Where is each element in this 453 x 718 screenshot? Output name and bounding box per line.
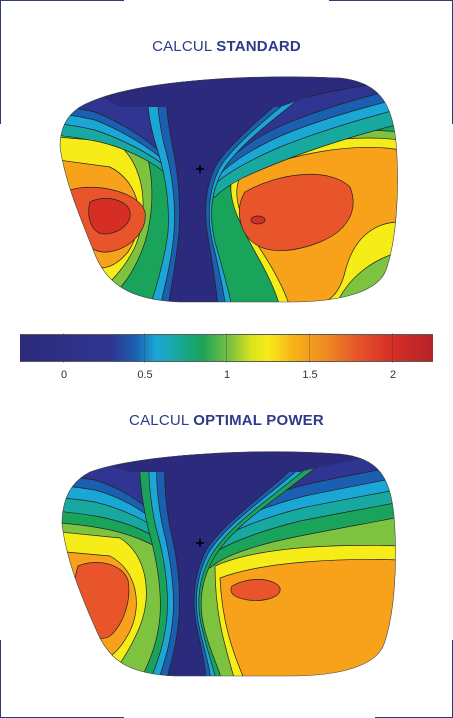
scale-label-0-5: 0.5 (137, 369, 153, 381)
title-optimal-prefix: CALCUL (129, 412, 189, 429)
scale-label-1: 1 (223, 369, 231, 381)
title-standard-prefix: CALCUL (152, 38, 212, 55)
corner-frame-top-right (329, 0, 453, 1)
zone-orange (219, 559, 396, 676)
scale-label-0: 0 (60, 369, 68, 381)
color-scale-bar (20, 333, 433, 363)
corner-frame-bottom-left-vertical (0, 640, 1, 718)
corner-frame-top-left-vertical (0, 0, 1, 124)
title-optimal-emphasis: OPTIMAL POWER (193, 412, 324, 429)
lens-map-standard (59, 76, 398, 303)
title-optimal-power: CALCUL OPTIMAL POWER (0, 412, 453, 429)
scale-label-2: 2 (389, 369, 397, 381)
title-standard: CALCUL STANDARD (0, 38, 453, 55)
corner-frame-top-left (0, 0, 124, 1)
cross-icon (196, 165, 204, 173)
cross-icon (196, 539, 204, 547)
zone-deep-blue (165, 76, 311, 303)
scale-label-1-5: 1.5 (302, 369, 318, 381)
title-standard-emphasis: STANDARD (216, 38, 301, 55)
lens-map-optimal-power (61, 451, 396, 677)
